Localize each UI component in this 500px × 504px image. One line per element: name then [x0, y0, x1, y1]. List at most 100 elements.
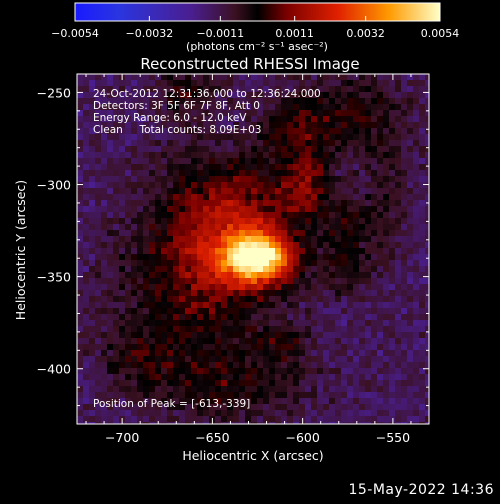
heatmap-pixel	[419, 332, 425, 338]
heatmap-pixel	[419, 338, 425, 344]
heatmap-pixel	[185, 332, 191, 338]
heatmap-pixel	[299, 164, 305, 170]
heatmap-pixel	[335, 260, 341, 266]
heatmap-pixel	[389, 260, 395, 266]
heatmap-pixel	[239, 284, 245, 290]
heatmap-pixel	[359, 392, 365, 398]
heatmap-pixel	[107, 404, 113, 410]
heatmap-pixel	[221, 326, 227, 332]
heatmap-pixel	[167, 416, 173, 422]
heatmap-pixel	[413, 302, 419, 308]
heatmap-pixel	[293, 74, 299, 80]
heatmap-pixel	[389, 170, 395, 176]
heatmap-pixel	[401, 260, 407, 266]
heatmap-pixel	[335, 98, 341, 104]
heatmap-pixel	[401, 332, 407, 338]
heatmap-pixel	[77, 158, 83, 164]
heatmap-pixel	[83, 350, 89, 356]
heatmap-pixel	[251, 398, 257, 404]
heatmap-pixel	[125, 320, 131, 326]
heatmap-pixel	[359, 194, 365, 200]
heatmap-pixel	[215, 422, 221, 424]
heatmap-pixel	[425, 170, 429, 176]
heatmap-pixel	[353, 224, 359, 230]
heatmap-pixel	[317, 146, 323, 152]
heatmap-pixel	[95, 416, 101, 422]
heatmap-pixel	[269, 308, 275, 314]
heatmap-pixel	[407, 206, 413, 212]
heatmap-pixel	[407, 122, 413, 128]
heatmap-pixel	[293, 122, 299, 128]
heatmap-pixel	[353, 356, 359, 362]
heatmap-pixel	[167, 140, 173, 146]
heatmap-pixel	[275, 134, 281, 140]
heatmap-pixel	[299, 248, 305, 254]
heatmap-pixel	[215, 416, 221, 422]
heatmap-pixel	[155, 110, 161, 116]
heatmap-pixel	[137, 80, 143, 86]
heatmap-pixel	[203, 116, 209, 122]
heatmap-pixel	[359, 344, 365, 350]
heatmap-pixel	[407, 398, 413, 404]
heatmap-pixel	[347, 200, 353, 206]
heatmap-pixel	[119, 242, 125, 248]
heatmap-pixel	[359, 104, 365, 110]
heatmap-pixel	[125, 146, 131, 152]
heatmap-pixel	[215, 104, 221, 110]
heatmap-pixel	[149, 302, 155, 308]
heatmap-pixel	[371, 98, 377, 104]
heatmap-pixel	[419, 260, 425, 266]
heatmap-pixel	[83, 320, 89, 326]
heatmap-pixel	[395, 272, 401, 278]
heatmap-pixel	[113, 362, 119, 368]
heatmap-pixel	[341, 266, 347, 272]
heatmap-pixel	[233, 134, 239, 140]
heatmap-pixel	[323, 146, 329, 152]
heatmap-pixel	[125, 296, 131, 302]
heatmap-pixel	[113, 338, 119, 344]
heatmap-pixel	[281, 290, 287, 296]
heatmap-pixel	[419, 110, 425, 116]
heatmap-pixel	[257, 386, 263, 392]
heatmap-pixel	[413, 314, 419, 320]
heatmap-pixel	[95, 410, 101, 416]
heatmap-pixel	[281, 386, 287, 392]
heatmap-pixel	[191, 236, 197, 242]
heatmap-pixel	[155, 206, 161, 212]
heatmap-pixel	[203, 74, 209, 80]
heatmap-pixel	[137, 110, 143, 116]
heatmap-pixel	[227, 344, 233, 350]
heatmap-pixel	[371, 326, 377, 332]
heatmap-pixel	[263, 158, 269, 164]
heatmap-pixel	[227, 296, 233, 302]
heatmap-pixel	[371, 74, 377, 80]
heatmap-pixel	[263, 206, 269, 212]
heatmap-pixel	[179, 290, 185, 296]
heatmap-pixel	[323, 368, 329, 374]
heatmap-pixel	[419, 80, 425, 86]
heatmap-pixel	[293, 170, 299, 176]
heatmap-pixel	[161, 230, 167, 236]
heatmap-pixel	[413, 188, 419, 194]
heatmap-pixel	[383, 218, 389, 224]
heatmap-pixel	[419, 122, 425, 128]
heatmap-pixel	[131, 164, 137, 170]
heatmap-pixel	[245, 392, 251, 398]
heatmap-pixel	[173, 386, 179, 392]
heatmap-pixel	[299, 392, 305, 398]
heatmap-pixel	[299, 170, 305, 176]
heatmap-pixel	[179, 152, 185, 158]
heatmap-pixel	[107, 290, 113, 296]
heatmap-pixel	[407, 254, 413, 260]
heatmap-pixel	[341, 230, 347, 236]
heatmap-pixel	[383, 302, 389, 308]
heatmap-pixel	[311, 422, 317, 424]
heatmap-pixel	[239, 212, 245, 218]
heatmap-pixel	[329, 212, 335, 218]
heatmap-pixel	[77, 242, 83, 248]
heatmap-pixel	[341, 350, 347, 356]
heatmap-pixel	[155, 398, 161, 404]
heatmap-pixel	[287, 98, 293, 104]
heatmap-pixel	[389, 356, 395, 362]
heatmap-pixel	[401, 74, 407, 80]
